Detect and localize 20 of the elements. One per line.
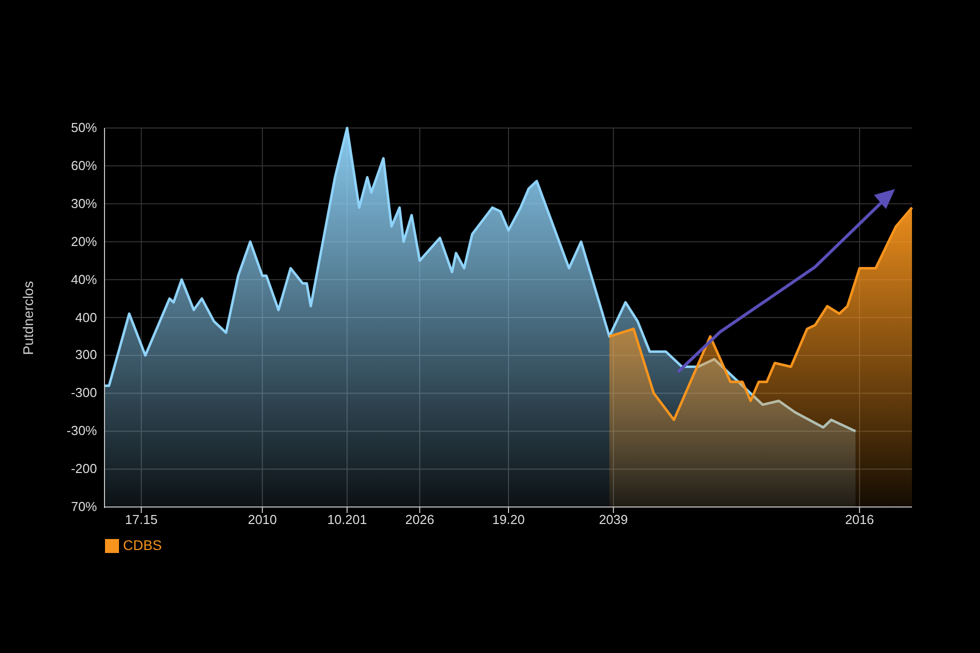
text: 40%: [70, 272, 97, 287]
x-tick-label: 19.20: [492, 512, 525, 528]
x-tick-label: 2026: [405, 512, 434, 528]
x-tick-label: 17.15: [125, 512, 158, 528]
text: 70%: [70, 499, 97, 514]
text: -30%: [66, 423, 97, 438]
text: -300: [70, 385, 97, 400]
x-tick-label: 2010: [248, 512, 277, 528]
x-tick-label: 10.201: [327, 512, 367, 528]
text: 400: [75, 310, 97, 324]
text: 50%: [70, 120, 97, 135]
text: 300: [75, 347, 97, 362]
text: 30%: [70, 196, 97, 211]
text: -200: [70, 461, 97, 476]
x-tick-label: 2016: [845, 512, 874, 528]
y-axis-title: Putdnerclos: [20, 280, 36, 354]
x-tick-label: 2039: [598, 512, 628, 528]
text: 60%: [70, 158, 97, 173]
text: 20%: [70, 234, 97, 249]
legend-label: CDBS: [123, 537, 162, 553]
